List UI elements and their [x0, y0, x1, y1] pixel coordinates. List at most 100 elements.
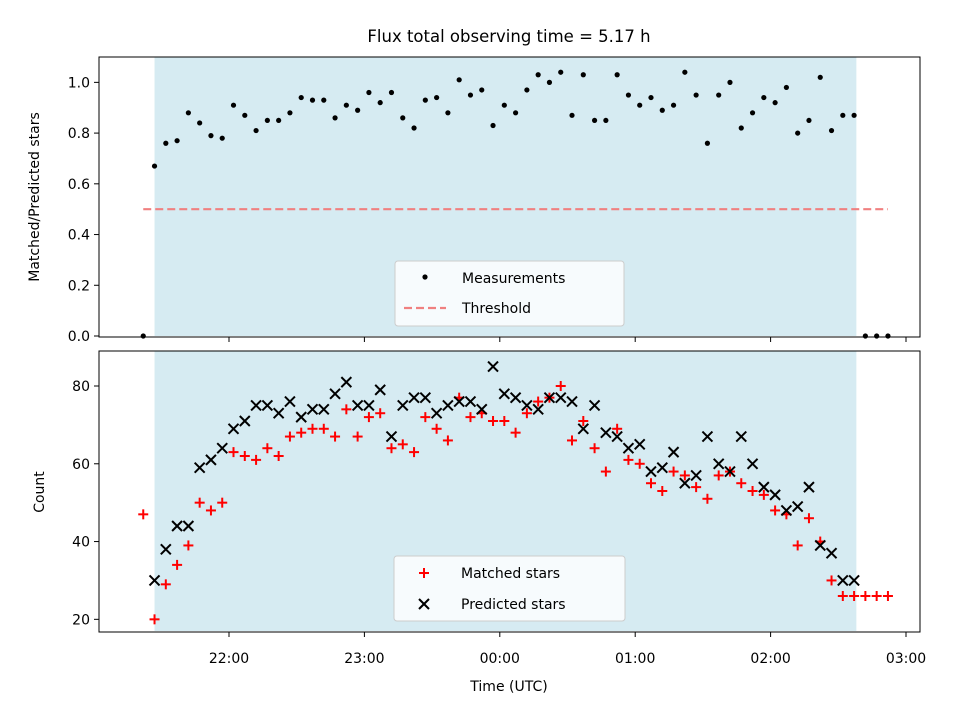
measurement-point — [230, 102, 237, 108]
predicted-stars-legend-marker — [418, 598, 430, 610]
predicted-stars-point — [791, 500, 804, 513]
matched-stars-point — [352, 431, 363, 442]
measurement-point — [208, 133, 214, 139]
y-tick-label: 0.6 — [68, 177, 90, 193]
matched-stars-point — [623, 454, 634, 465]
matched-stars-point — [284, 431, 295, 442]
matched-stars-point — [273, 451, 284, 461]
matched-stars-point — [612, 423, 623, 434]
predicted-stars-point — [509, 391, 522, 404]
predicted-stars-point — [735, 430, 747, 443]
measurement-point — [591, 117, 598, 124]
predicted-stars-point — [667, 446, 680, 458]
x-tick-label: 00:00 — [480, 651, 520, 667]
matched-stars-point — [318, 423, 329, 434]
measurement-point — [366, 89, 372, 96]
measurement-point — [828, 127, 835, 134]
measurement-point — [817, 74, 823, 80]
measurements-legend-label: Measurements — [462, 271, 565, 287]
measurement-point — [388, 89, 395, 96]
bottom-x-axis-label: Time (UTC) — [469, 679, 547, 695]
predicted-stars-point — [769, 489, 781, 501]
measurement-point — [874, 333, 880, 339]
measurement-point — [219, 135, 225, 141]
predicted-stars-point — [329, 388, 341, 400]
predicted-stars-point — [611, 430, 623, 443]
measurement-point — [546, 79, 553, 85]
matched-stars-point — [713, 470, 724, 481]
bottom-x-axis: 22:00 23:00 00:00 01:00 02:00 03:00 — [209, 632, 926, 667]
predicted-stars-point — [160, 543, 172, 556]
matched-stars-point — [420, 412, 431, 423]
predicted-stars-point — [171, 520, 183, 532]
matched-stars-point — [849, 591, 860, 601]
measurement-point — [862, 333, 868, 339]
measurement-point — [614, 72, 620, 78]
matched-stars-point — [363, 412, 374, 423]
bottom-y-axis: 20 40 60 80 — [72, 379, 99, 628]
measurement-point — [422, 97, 428, 103]
measurement-point — [885, 333, 891, 339]
measurement-point — [558, 69, 564, 75]
top-panel: 0.0 0.2 0.4 0.6 0.8 1.0 Matched/Predicted sta… — [27, 56, 921, 345]
predicted-stars-point — [385, 430, 398, 443]
matched-stars-point — [578, 416, 589, 426]
x-tick-label: 23:00 — [344, 651, 384, 667]
measurement-point — [332, 115, 338, 121]
matched-stars-point — [589, 443, 600, 454]
predicted-stars-point — [261, 399, 274, 412]
predicted-stars-point — [374, 384, 386, 396]
top-plot-frame — [98, 56, 921, 338]
top-y-axis: 0.0 0.2 0.4 0.6 0.8 1.0 — [68, 75, 99, 345]
predicted-stars-point — [543, 391, 556, 404]
matched-stars-point — [205, 505, 216, 516]
predicted-stars-point — [701, 430, 714, 443]
predicted-stars-point — [825, 547, 838, 559]
matched-stars-point — [251, 454, 262, 465]
matched-stars-point — [837, 591, 848, 601]
predicted-stars-point — [464, 395, 477, 408]
measurement-point — [479, 87, 485, 93]
measurement-point — [772, 100, 778, 106]
measurement-point — [445, 110, 451, 116]
matched-stars-point — [217, 497, 228, 508]
predicted-stars-point — [340, 376, 353, 388]
predicted-stars-point — [453, 395, 465, 408]
matched-stars-point — [375, 408, 386, 419]
matched-stars-point — [397, 439, 408, 450]
predicted-stars-point — [284, 395, 296, 408]
predicted-stars-point — [239, 415, 251, 427]
predicted-stars-point — [712, 458, 725, 470]
measurement-point — [625, 92, 632, 98]
matched-stars-point — [668, 466, 679, 477]
y-tick-label: 80 — [72, 379, 90, 395]
predicted-stars-point — [250, 399, 262, 412]
predicted-stars-point — [645, 465, 657, 478]
x-tick-label: 03:00 — [886, 651, 926, 667]
measurement-point — [535, 72, 541, 78]
measurement-point — [851, 112, 857, 118]
bottom-legend: Matched stars Predicted stars — [393, 555, 626, 622]
matched-stars-point — [792, 540, 803, 551]
matched-stars-point — [499, 416, 510, 426]
predicted-stars-point — [487, 360, 499, 373]
predicted-stars-point — [148, 574, 161, 587]
measurement-point — [163, 140, 169, 146]
predicted-stars-point — [758, 481, 770, 493]
y-tick-label: 0.0 — [68, 329, 90, 345]
matched-stars-point — [262, 443, 273, 454]
measurement-point — [197, 120, 203, 126]
matched-stars-point — [803, 513, 814, 524]
predicted-stars-point — [193, 461, 206, 474]
measurement-point — [185, 110, 191, 116]
predicted-stars-point — [780, 504, 793, 517]
matched-stars-point — [758, 489, 769, 500]
predicted-stars-point — [803, 481, 815, 493]
measurement-point — [580, 72, 586, 78]
predicted-stars-point — [295, 411, 307, 423]
matched-stars-point — [657, 486, 668, 496]
matched-stars-point — [826, 575, 837, 586]
chart-title: Flux total observing time = 5.17 h — [367, 27, 650, 46]
measurement-point — [716, 92, 722, 98]
